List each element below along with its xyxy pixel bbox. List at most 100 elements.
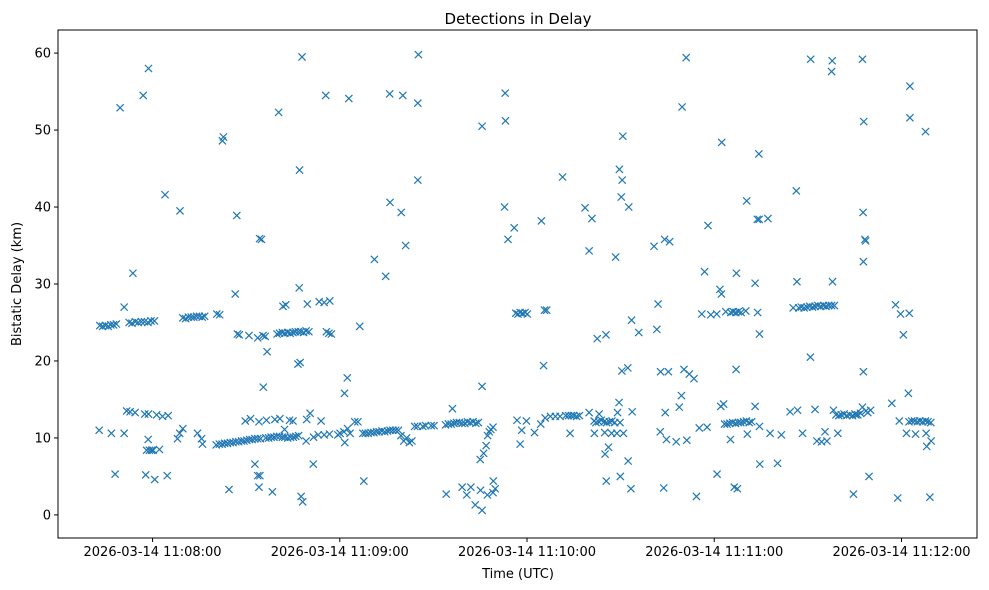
data-point — [590, 429, 599, 438]
data-point — [355, 322, 364, 331]
data-point — [896, 309, 905, 319]
data-point — [324, 329, 333, 338]
data-point — [634, 328, 643, 337]
data-point — [925, 493, 934, 502]
data-point — [253, 333, 262, 342]
data-point — [401, 241, 410, 250]
data-point — [255, 234, 264, 243]
data-point — [754, 149, 763, 158]
data-point — [418, 422, 427, 431]
data-point — [396, 431, 405, 440]
data-point — [664, 367, 673, 376]
data-point — [659, 483, 668, 492]
data-point — [541, 413, 550, 422]
data-point — [523, 309, 532, 319]
data-point — [777, 430, 786, 439]
data-point — [150, 316, 159, 325]
data-point — [891, 300, 900, 309]
data-point — [255, 471, 264, 480]
data-point — [624, 457, 633, 466]
data-point — [197, 434, 206, 443]
data-point — [253, 434, 262, 443]
data-point — [613, 408, 622, 417]
data-point — [262, 416, 271, 425]
data-point — [682, 436, 691, 445]
data-point — [489, 477, 498, 486]
data-point — [447, 420, 456, 429]
data-point — [719, 400, 728, 409]
data-point — [147, 446, 156, 455]
data-point — [703, 423, 712, 432]
data-point — [219, 132, 228, 142]
data-point — [259, 383, 268, 392]
data-point — [414, 50, 423, 59]
data-point — [302, 415, 311, 424]
data-point — [792, 186, 801, 195]
data-point — [737, 308, 746, 317]
data-point — [309, 460, 318, 469]
data-point — [286, 329, 295, 338]
data-point — [755, 460, 764, 469]
x-tick-label: 2026-03-14 11:11:00 — [645, 545, 783, 560]
data-point — [173, 434, 182, 443]
data-point — [241, 416, 250, 426]
data-point — [601, 450, 610, 459]
data-point — [741, 306, 750, 315]
data-point — [927, 436, 936, 446]
data-point — [175, 429, 184, 438]
data-point — [859, 208, 868, 217]
data-point — [830, 301, 839, 310]
data-point — [257, 235, 266, 244]
y-tick-label: 50 — [34, 124, 51, 139]
data-point — [501, 89, 510, 98]
data-point — [675, 403, 684, 412]
data-point — [95, 426, 104, 435]
data-point — [137, 317, 146, 326]
data-point — [398, 91, 407, 100]
data-point — [575, 411, 584, 420]
data-point — [656, 427, 665, 436]
data-point — [649, 242, 659, 251]
data-point — [258, 331, 268, 340]
data-point — [140, 410, 149, 419]
data-point — [654, 299, 663, 309]
data-point — [859, 367, 868, 376]
data-point — [856, 409, 865, 418]
data-point — [407, 436, 416, 446]
data-point — [232, 211, 241, 220]
data-point — [827, 301, 836, 310]
data-point — [887, 399, 896, 408]
data-point — [488, 488, 498, 497]
data-point — [677, 391, 686, 400]
data-point — [617, 366, 626, 376]
data-point — [430, 421, 439, 430]
data-point — [394, 426, 403, 435]
data-point — [615, 418, 625, 427]
data-point — [623, 363, 632, 372]
data-point — [601, 330, 610, 339]
data-point — [700, 267, 709, 276]
data-point — [517, 426, 526, 435]
data-point — [522, 416, 531, 426]
data-point — [273, 330, 282, 339]
data-point — [827, 67, 836, 76]
data-point — [244, 331, 254, 340]
data-point — [849, 490, 858, 499]
data-point — [413, 176, 422, 185]
data-point — [717, 289, 726, 299]
data-point — [851, 410, 860, 419]
data-point — [763, 214, 772, 223]
data-point — [558, 172, 567, 182]
data-point — [178, 424, 187, 433]
data-point — [212, 309, 221, 319]
data-point — [303, 299, 312, 309]
data-point — [144, 435, 153, 444]
data-point — [591, 418, 601, 427]
y-tick-label: 40 — [34, 201, 51, 216]
data-point — [353, 417, 362, 426]
data-point — [858, 55, 867, 64]
data-point — [602, 418, 611, 427]
data-point — [112, 319, 121, 329]
data-point — [298, 52, 307, 61]
data-point — [926, 418, 935, 427]
